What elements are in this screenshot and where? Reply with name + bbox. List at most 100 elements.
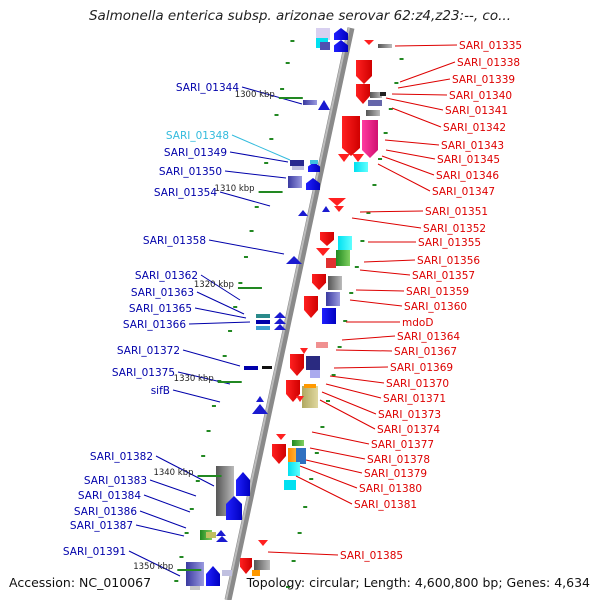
gene-label-right[interactable]: SARI_01339: [452, 74, 515, 86]
gene-label-left[interactable]: SARI_01372: [117, 345, 180, 357]
gene-label-right[interactable]: SARI_01374: [377, 424, 440, 436]
gene-arrow-forward: [236, 472, 250, 496]
gene-label-right[interactable]: SARI_01341: [445, 105, 508, 117]
position-tick: [314, 452, 319, 454]
gene-label-right[interactable]: SARI_01360: [404, 301, 467, 313]
gene-label-right[interactable]: SARI_01357: [412, 270, 475, 282]
gene-label-right[interactable]: SARI_01377: [371, 439, 434, 451]
gene-feature: [322, 308, 336, 324]
gene-leader-line: [385, 149, 436, 160]
gene-label-right[interactable]: SARI_01359: [406, 286, 469, 298]
gene-label-left[interactable]: SARI_01354: [154, 187, 217, 199]
gene-label-left[interactable]: sifB: [151, 385, 170, 397]
gene-leader-line: [359, 269, 411, 276]
gene-arrow-forward: [322, 206, 330, 212]
gene-arrow-forward: [274, 318, 286, 324]
gene-leader-line: [231, 134, 291, 161]
gene-label-left[interactable]: SARI_01391: [63, 546, 126, 558]
gene-label-right[interactable]: SARI_01335: [459, 40, 522, 52]
gene-arrow-reverse: [312, 274, 326, 290]
gene-feature: [380, 92, 386, 96]
gene-feature: [303, 100, 317, 105]
gene-label-right[interactable]: SARI_01352: [423, 223, 486, 235]
gene-label-right[interactable]: SARI_01369: [390, 362, 453, 374]
gene-leader-line: [241, 86, 303, 105]
position-tick: [383, 132, 388, 134]
gene-leader-line: [321, 391, 377, 415]
gene-leader-line: [325, 383, 382, 399]
gene-label-left[interactable]: SARI_01382: [90, 451, 153, 463]
gene-arrow-reverse: [258, 540, 268, 546]
gene-arrow-reverse: [316, 248, 330, 256]
gene-label-left[interactable]: SARI_01362: [135, 270, 198, 282]
gene-leader-line: [355, 289, 405, 292]
gene-label-left[interactable]: SARI_01349: [164, 147, 227, 159]
gene-label-right[interactable]: SARI_01378: [367, 454, 430, 466]
gene-feature: [292, 440, 304, 446]
gene-leader-line: [329, 375, 385, 384]
gene-feature: [288, 448, 298, 464]
gene-label-left[interactable]: SARI_01375: [112, 367, 175, 379]
gene-label-right[interactable]: SARI_01380: [359, 483, 422, 495]
gene-label-right[interactable]: mdoD: [402, 317, 433, 329]
gene-label-right[interactable]: SARI_01355: [418, 237, 481, 249]
gene-label-left[interactable]: SARI_01350: [159, 166, 222, 178]
gene-arrow-reverse: [356, 60, 372, 84]
position-tick: [201, 455, 206, 457]
gene-label-left[interactable]: SARI_01365: [129, 303, 192, 315]
gene-feature: [296, 448, 306, 464]
gene-feature: [186, 562, 204, 586]
gene-label-left[interactable]: SARI_01366: [123, 319, 186, 331]
gene-leader-line: [182, 349, 241, 367]
gene-leader-line: [381, 155, 435, 176]
gene-label-right[interactable]: SARI_01351: [425, 206, 488, 218]
gene-label-right[interactable]: SARI_01371: [383, 393, 446, 405]
scale-label: 1350 kbp: [133, 562, 173, 572]
gene-leader-line: [200, 274, 241, 301]
gene-leader-line: [351, 217, 422, 229]
gene-label-right[interactable]: SARI_01367: [394, 346, 457, 358]
gene-leader-line: [155, 455, 215, 487]
gene-label-left[interactable]: SARI_01384: [78, 490, 141, 502]
gene-label-right[interactable]: SARI_01364: [397, 331, 460, 343]
gene-arrow-reverse: [304, 296, 318, 318]
gene-label-left[interactable]: SARI_01383: [84, 475, 147, 487]
gene-label-right[interactable]: SARI_01346: [436, 170, 499, 182]
gene-leader-line: [229, 151, 289, 163]
gene-arrow-forward: [256, 396, 264, 402]
gene-label-right[interactable]: SARI_01356: [417, 255, 480, 267]
gene-leader-line: [309, 447, 366, 460]
gene-label-right[interactable]: SARI_01373: [378, 409, 441, 421]
position-tick: [243, 256, 248, 258]
gene-arrow-reverse: [296, 396, 304, 402]
gene-label-right[interactable]: SARI_01345: [437, 154, 500, 166]
gene-label-left[interactable]: SARI_01387: [70, 520, 133, 532]
gene-label-left[interactable]: SARI_01358: [143, 235, 206, 247]
position-tick: [290, 40, 295, 42]
gene-label-right[interactable]: SARI_01379: [364, 468, 427, 480]
gene-label-left[interactable]: SARI_01344: [176, 82, 239, 94]
gene-label-left[interactable]: SARI_01363: [131, 287, 194, 299]
gene-label-left[interactable]: SARI_01348: [166, 130, 229, 142]
gene-leader-line: [311, 431, 370, 445]
position-tick: [264, 162, 269, 164]
gene-label-right[interactable]: SARI_01340: [449, 90, 512, 102]
position-tick: [366, 212, 371, 214]
gene-label-right[interactable]: SARI_01338: [457, 57, 520, 69]
gene-label-right[interactable]: SARI_01385: [340, 550, 403, 562]
gene-feature: [284, 480, 296, 490]
gene-feature: [316, 342, 328, 348]
gene-leader-line: [149, 479, 197, 497]
position-tick: [349, 292, 354, 294]
gene-label-right[interactable]: SARI_01370: [386, 378, 449, 390]
gene-arrow-reverse: [272, 444, 286, 464]
gene-label-left[interactable]: SARI_01386: [74, 506, 137, 518]
gene-label-right[interactable]: SARI_01347: [432, 186, 495, 198]
gene-feature: [256, 320, 270, 324]
gene-label-right[interactable]: SARI_01342: [443, 122, 506, 134]
gene-label-right[interactable]: SARI_01381: [354, 499, 417, 511]
position-tick: [372, 184, 377, 186]
topology-text: Topology: circular; Length: 4,600,800 bp…: [246, 575, 590, 590]
gene-label-right[interactable]: SARI_01343: [441, 140, 504, 152]
